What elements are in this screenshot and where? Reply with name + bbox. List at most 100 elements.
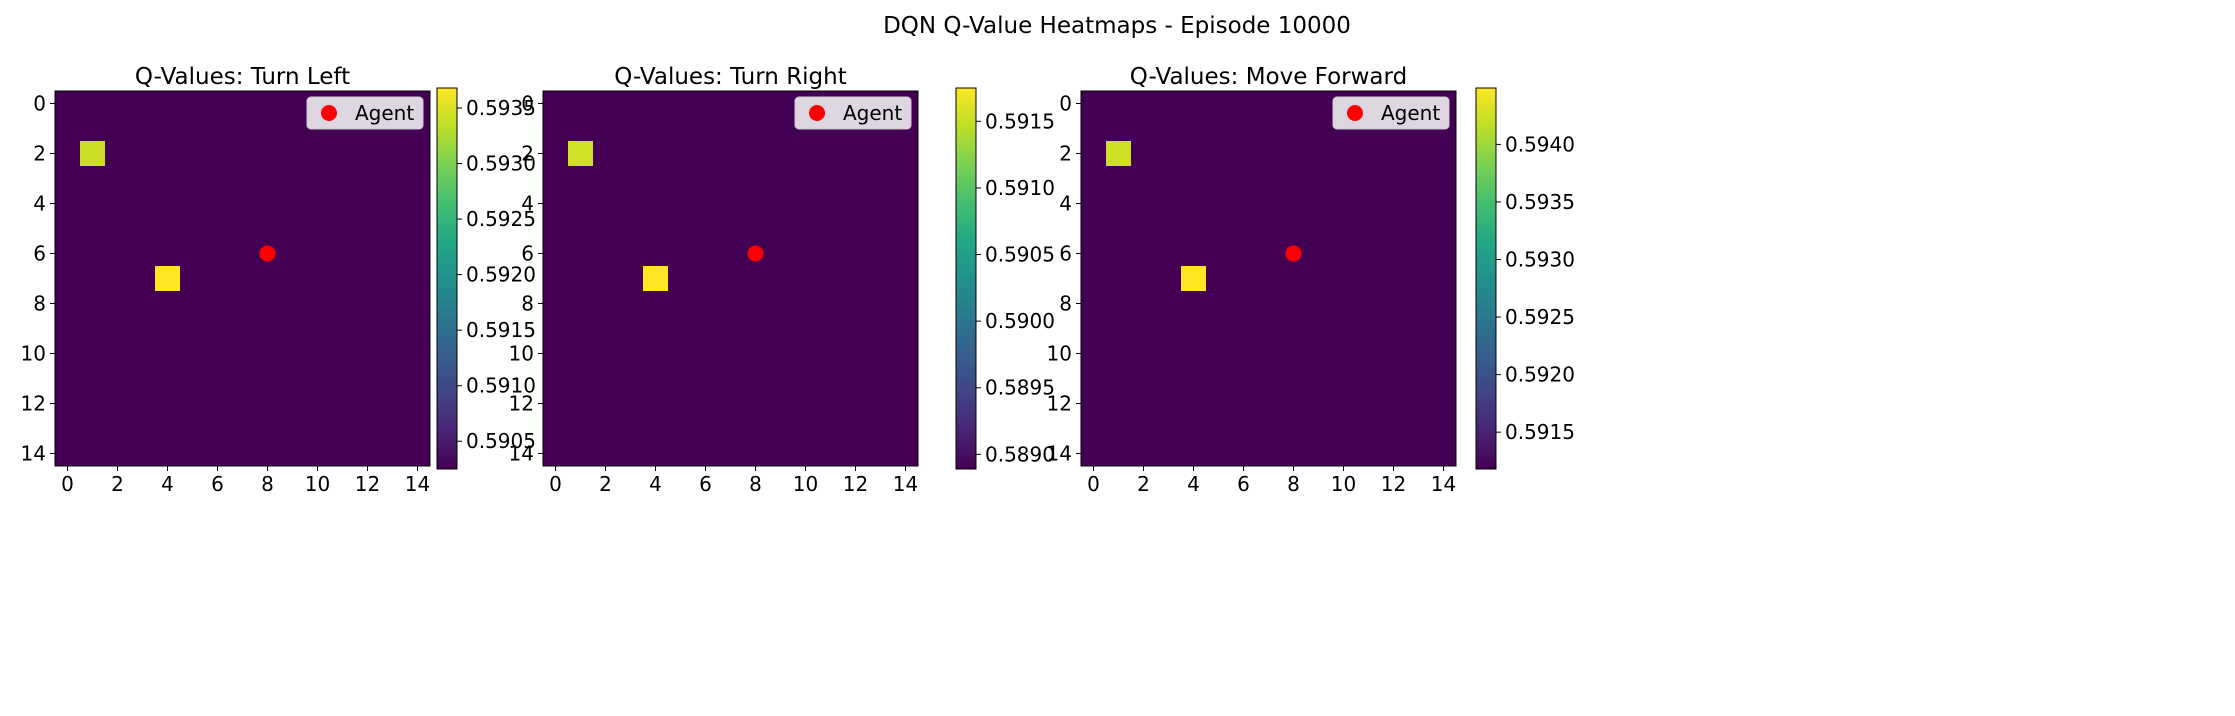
- colorbar-tick-label: 0.5890: [985, 442, 1055, 466]
- x-tick-label: 4: [1187, 472, 1200, 496]
- y-tick-label: 4: [33, 192, 46, 216]
- y-tick-label: 6: [521, 242, 534, 266]
- legend-agent-marker: [809, 105, 825, 121]
- colorbar-tick-label: 0.5935: [1505, 190, 1575, 214]
- colorbar-tick-label: 0.5915: [985, 109, 1055, 133]
- panel-title: Q-Values: Turn Right: [614, 64, 847, 90]
- y-tick-label: 6: [33, 242, 46, 266]
- colorbar-tick-label: 0.5935: [466, 96, 536, 120]
- x-tick-label: 4: [161, 472, 174, 496]
- heatmap-cell: [155, 266, 180, 291]
- heatmap-panel: Q-Values: Turn Left 0 2 4 6 8 10 12 14 0 2 4 6 8 10 12 1…: [21, 64, 536, 496]
- legend-label: Agent: [1381, 101, 1440, 125]
- agent-marker: [1285, 245, 1302, 262]
- heatmap-background: [543, 91, 918, 466]
- heatmap-cell: [1106, 141, 1131, 166]
- y-tick-label: 8: [33, 292, 46, 316]
- colorbar-tick-label: 0.5915: [466, 318, 536, 342]
- panel-title: Q-Values: Turn Left: [135, 64, 350, 90]
- agent-marker: [259, 245, 276, 262]
- y-tick-label: 2: [33, 142, 46, 166]
- y-tick-label: 0: [1059, 92, 1072, 116]
- colorbar-gradient: [437, 88, 457, 469]
- colorbar-tick-label: 0.5910: [466, 374, 536, 398]
- y-tick-label: 14: [509, 442, 534, 466]
- x-tick-label: 8: [749, 472, 762, 496]
- legend-box: [1332, 96, 1450, 130]
- colorbar-gradient: [956, 88, 976, 469]
- colorbar-tick-label: 0.5925: [466, 207, 536, 231]
- x-tick-label: 6: [699, 472, 712, 496]
- figure-title: DQN Q-Value Heatmaps - Episode 10000: [883, 13, 1351, 39]
- y-tick-label: 2: [521, 142, 534, 166]
- x-tick-label: 0: [61, 472, 74, 496]
- colorbar-tick-label: 0.5900: [985, 309, 1055, 333]
- y-tick-label: 10: [21, 342, 46, 366]
- legend-label: Agent: [355, 101, 414, 125]
- axes-frame: [1080, 90, 1457, 467]
- colorbar-frame: [436, 87, 458, 470]
- x-tick-label: 12: [1381, 472, 1406, 496]
- x-tick-label: 14: [405, 472, 430, 496]
- heatmap-cell: [643, 266, 668, 291]
- x-tick-label: 2: [599, 472, 612, 496]
- y-tick-label: 10: [1047, 342, 1072, 366]
- colorbar-tick-label: 0.5915: [1505, 420, 1575, 444]
- y-tick-label: 4: [521, 192, 534, 216]
- x-tick-label: 12: [355, 472, 380, 496]
- legend-label: Agent: [843, 101, 902, 125]
- heatmap-background: [55, 91, 430, 466]
- x-tick-label: 8: [1287, 472, 1300, 496]
- x-tick-label: 6: [211, 472, 224, 496]
- y-tick-label: 4: [1059, 192, 1072, 216]
- legend-box: [306, 96, 424, 130]
- y-tick-label: 0: [33, 92, 46, 116]
- colorbar-tick-label: 0.5925: [1505, 305, 1575, 329]
- colorbar-tick-label: 0.5940: [1505, 132, 1575, 156]
- x-tick-label: 6: [1237, 472, 1250, 496]
- colorbar-frame: [955, 87, 977, 470]
- y-tick-label: 8: [1059, 292, 1072, 316]
- colorbar-tick-label: 0.5895: [985, 376, 1055, 400]
- y-tick-label: 14: [1047, 442, 1072, 466]
- colorbar-tick-label: 0.5905: [985, 243, 1055, 267]
- heatmap-cell: [1181, 266, 1206, 291]
- heatmap-cell: [80, 141, 105, 166]
- colorbar-tick-label: 0.5920: [1505, 363, 1575, 387]
- colorbar-tick-label: 0.5930: [1505, 248, 1575, 272]
- agent-marker: [747, 245, 764, 262]
- y-tick-label: 14: [21, 442, 46, 466]
- y-tick-label: 8: [521, 292, 534, 316]
- legend-box: [794, 96, 912, 130]
- x-tick-label: 10: [793, 472, 818, 496]
- y-tick-label: 12: [21, 392, 46, 416]
- x-tick-label: 14: [893, 472, 918, 496]
- colorbar-gradient: [1476, 88, 1496, 469]
- y-tick-label: 10: [509, 342, 534, 366]
- x-tick-label: 10: [1331, 472, 1356, 496]
- heatmap-panel: Q-Values: Move Forward 0 2 4 6 8 10 12 14 0 2 4 6 8 10…: [1047, 64, 1575, 496]
- x-tick-label: 2: [111, 472, 124, 496]
- x-tick-label: 12: [843, 472, 868, 496]
- colorbar-tick-label: 0.5920: [466, 263, 536, 287]
- colorbar-tick-label: 0.5930: [466, 152, 536, 176]
- y-tick-label: 12: [509, 392, 534, 416]
- y-tick-label: 12: [1047, 392, 1072, 416]
- axes-frame: [542, 90, 919, 467]
- heatmap-panel: Q-Values: Turn Right 0 2 4 6 8 10 12 14 0 2 4 6 8 10 12…: [509, 64, 1055, 496]
- y-tick-label: 2: [1059, 142, 1072, 166]
- x-tick-label: 4: [649, 472, 662, 496]
- x-tick-label: 2: [1137, 472, 1150, 496]
- legend-agent-marker: [1347, 105, 1363, 121]
- colorbar-frame: [1475, 87, 1497, 470]
- panel-title: Q-Values: Move Forward: [1130, 64, 1407, 90]
- legend-agent-marker: [321, 105, 337, 121]
- y-tick-label: 6: [1059, 242, 1072, 266]
- colorbar-tick-label: 0.5910: [985, 176, 1055, 200]
- x-tick-label: 0: [549, 472, 562, 496]
- colorbar-tick-label: 0.5905: [466, 429, 536, 453]
- x-tick-label: 0: [1087, 472, 1100, 496]
- axes-frame: [54, 90, 431, 467]
- x-tick-label: 8: [261, 472, 274, 496]
- x-tick-label: 10: [305, 472, 330, 496]
